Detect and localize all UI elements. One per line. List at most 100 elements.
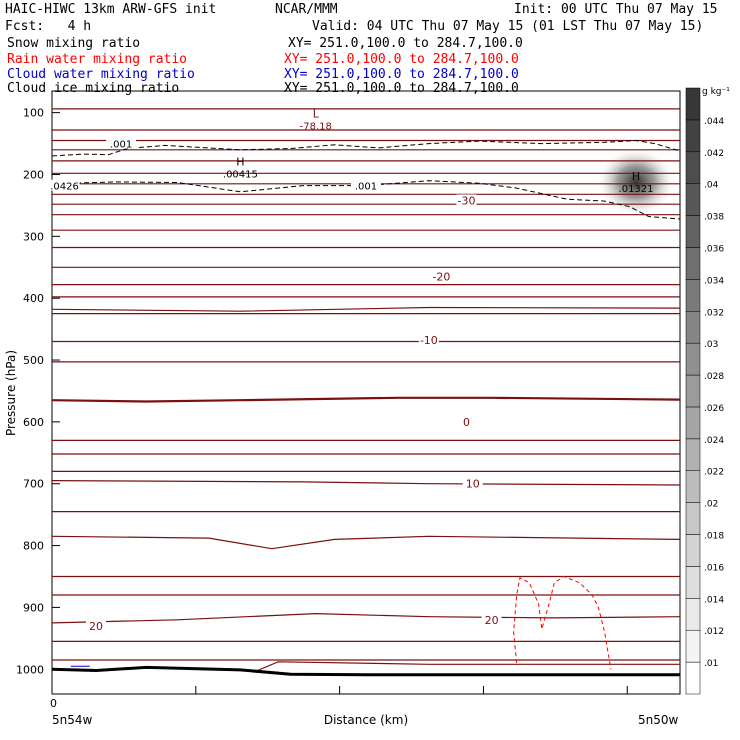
isotherm-line: [51, 612, 681, 624]
extremum-letter: H: [236, 155, 244, 168]
y-tick-label: 100: [23, 107, 44, 120]
label-background: [462, 477, 483, 489]
label-background: [431, 270, 452, 282]
temperature-label: 20: [89, 620, 103, 633]
legend-rain-xy: XY= 251.0,100.0 to 284.7,100.0: [284, 52, 519, 67]
label-background: [456, 415, 477, 427]
colorbar-tick-label: .038: [704, 213, 724, 223]
temperature-label: 10: [466, 478, 480, 491]
temperature-contours: [51, 108, 681, 673]
label-background: [85, 619, 106, 631]
cloud-ice-shading: [596, 146, 677, 217]
snow-contour-label: .001: [355, 182, 377, 193]
colorbar-tick-label: .03: [704, 340, 718, 350]
colorbar-swatch: [685, 470, 701, 503]
colorbar-swatch: [685, 374, 701, 408]
temperature-label: -20: [432, 271, 450, 284]
colorbar-swatch: [685, 279, 701, 312]
x-zero-label: 0: [50, 697, 57, 710]
colorbar-swatch: [685, 119, 701, 153]
extremum-value: .00415: [223, 169, 258, 180]
colorbar-swatch: [685, 629, 701, 663]
y-tick-label: 500: [23, 354, 44, 367]
colorbar-swatch: [685, 215, 701, 248]
colorbar-tick-label: .034: [704, 276, 724, 286]
legend-snow-xy: XY= 251.0,100.0 to 284.7,100.0: [288, 36, 523, 51]
colorbar-swatch: [685, 502, 701, 535]
colorbar-swatch: [685, 87, 701, 121]
y-tick-label: 1000: [16, 663, 44, 676]
snow-contour-lower: [51, 180, 681, 220]
colorbar-tick-label: .04: [704, 181, 719, 191]
colorbar-tick-label: .044: [704, 117, 724, 127]
legend-snow-label: Snow mixing ratio: [7, 36, 141, 51]
isotherm-line: [51, 535, 681, 550]
colorbar-swatch: [685, 183, 701, 216]
init-time: Init: 00 UTC Thu 07 May 15: [514, 2, 718, 17]
colorbar-unit: g kg⁻¹: [702, 87, 730, 97]
temperature-label: 0: [463, 416, 470, 429]
org-label: NCAR/MMM: [275, 2, 338, 17]
colorbar-tick-label: .01: [704, 659, 718, 669]
x-right-label: 5n50w: [638, 713, 679, 727]
colorbar-tick-label: .016: [704, 563, 724, 573]
colorbar-swatch: [685, 438, 701, 471]
colorbar-tick-label: .018: [704, 532, 724, 542]
y-tick-label: 900: [23, 601, 44, 614]
y-axis-label: Pressure (hPa): [4, 350, 18, 436]
colorbar-tick-label: .014: [704, 595, 724, 605]
x-axis-label: Distance (km): [324, 713, 408, 727]
legend-cloudwater-xy: XY= 251.0,100.0 to 284.7,100.0: [284, 67, 519, 82]
temperature-label: 20: [485, 614, 499, 627]
label-background: [481, 613, 502, 625]
colorbar-swatch: [685, 406, 701, 440]
y-tick-label: 700: [23, 478, 44, 491]
colorbar-tick-label: .026: [704, 404, 724, 414]
isotherm-zero-line: [51, 396, 681, 403]
legend-cloudice-xy: XY= 251.0,100.0 to 284.7,100.0: [284, 81, 519, 96]
label-background: [456, 194, 477, 206]
distance-axis: [51, 686, 628, 694]
isotherm-line: [51, 306, 681, 312]
label-background: [351, 179, 381, 191]
y-tick-label: 300: [23, 230, 44, 243]
label-background: [49, 179, 80, 191]
colorbar-swatch: [685, 566, 701, 599]
colorbar-tick-label: .032: [704, 308, 724, 318]
colorbar-swatch: [685, 661, 701, 695]
snow-contour-label: .0426: [50, 182, 79, 193]
plot-frame: [51, 90, 681, 695]
colorbar: .01 .012 .014 .016 .018 .02 .022 .024 .026 .028 .0…: [685, 87, 724, 695]
x-left-label: 5n54w: [52, 713, 93, 727]
y-tick-label: 200: [23, 168, 44, 181]
colorbar-swatch: [685, 311, 701, 344]
colorbar-tick-label: .02: [704, 500, 718, 510]
rain-contours: [513, 575, 612, 670]
colorbar-swatch: [685, 342, 701, 376]
snow-contour-upper: [51, 139, 681, 157]
extremum-value: .01321: [619, 184, 654, 195]
cloud-ice-max-shade: [596, 146, 677, 217]
extremum-letter: H: [632, 170, 640, 183]
temperature-label: -10: [420, 334, 438, 347]
y-tick-label: 800: [23, 540, 44, 553]
terrain-and-cloudwater: [51, 665, 680, 677]
forecast-hour: Fcst: 4 h: [5, 19, 92, 34]
colorbar-tick-label: .036: [704, 244, 724, 254]
colorbar-tick-label: .012: [704, 627, 724, 637]
label-background: [418, 334, 439, 346]
y-tick-label: 600: [23, 416, 44, 429]
colorbar-tick-label: .024: [704, 436, 724, 446]
colorbar-swatch: [685, 247, 701, 280]
extremum-value: -78.18: [300, 122, 332, 133]
temperature-label: -30: [457, 194, 475, 207]
y-tick-label: 400: [23, 292, 44, 305]
colorbar-tick-label: .028: [704, 372, 724, 382]
terrain-surface-line: [51, 665, 680, 677]
label-background: [106, 137, 137, 149]
isotherm-line: [252, 661, 680, 673]
isotherm-line: [51, 480, 681, 486]
legend-cloudwater-label: Cloud water mixing ratio: [7, 67, 195, 82]
